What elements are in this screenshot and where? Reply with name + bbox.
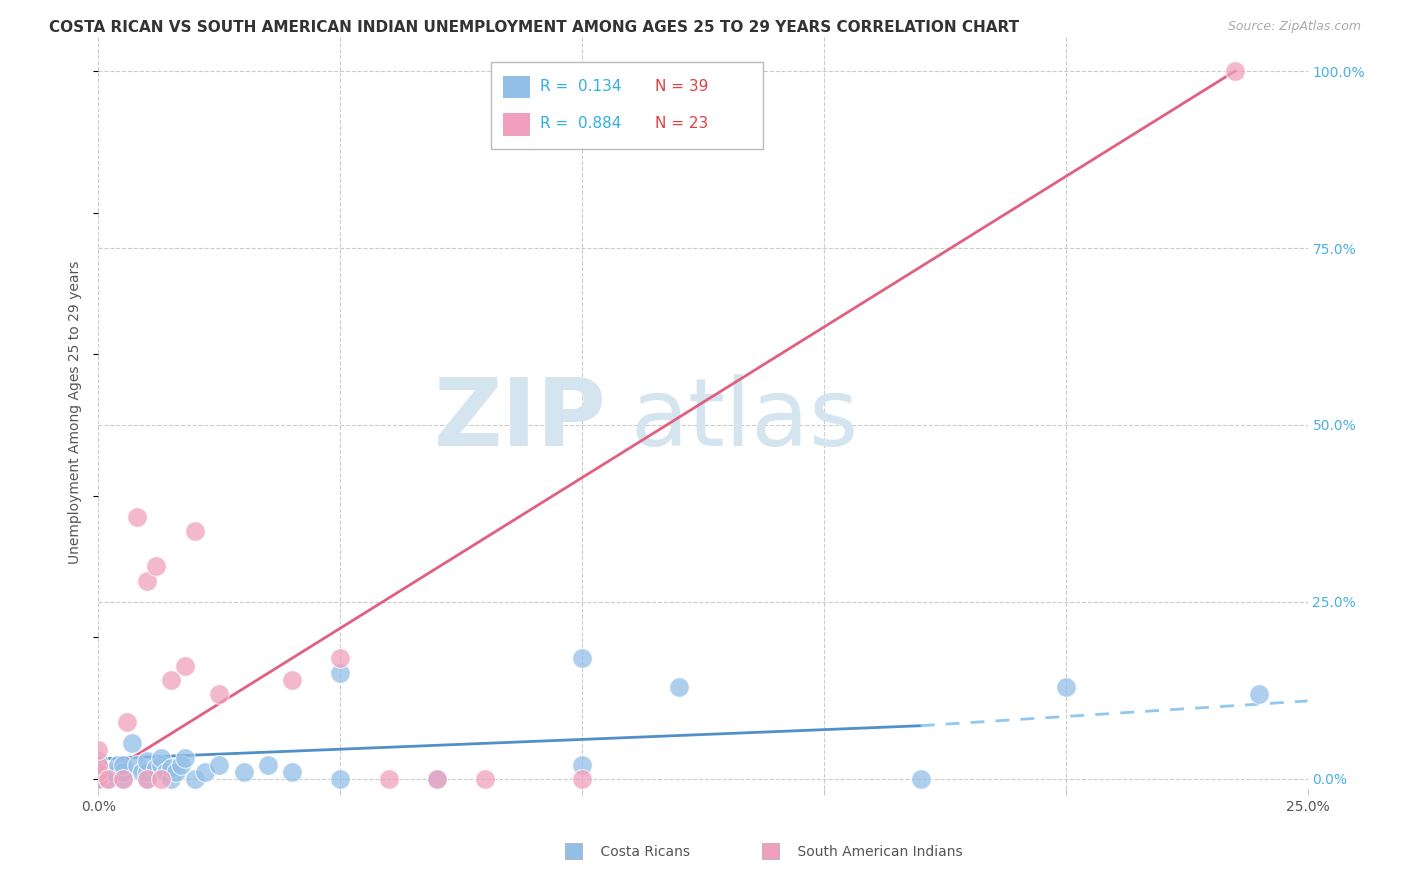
Point <box>377 772 399 786</box>
Point <box>426 772 449 786</box>
Point <box>668 680 690 694</box>
Point <box>87 764 110 779</box>
Point <box>131 764 153 779</box>
Point <box>87 764 110 779</box>
Point <box>150 772 173 786</box>
Point <box>329 651 352 665</box>
Point <box>571 772 593 786</box>
Point <box>135 772 157 786</box>
Point <box>87 772 110 786</box>
Point <box>160 761 183 775</box>
Point <box>111 764 134 779</box>
Text: South American Indians: South American Indians <box>780 845 963 859</box>
Point <box>111 772 134 786</box>
Point <box>97 772 120 786</box>
Point <box>169 757 191 772</box>
Bar <box>565 843 582 859</box>
Point <box>329 772 352 786</box>
Point <box>184 772 207 786</box>
Point <box>87 743 110 757</box>
Text: N = 23: N = 23 <box>655 116 707 131</box>
Point <box>1054 680 1077 694</box>
Point <box>107 757 129 772</box>
Point <box>87 754 110 768</box>
Point <box>165 764 187 779</box>
Point <box>135 764 157 779</box>
Point <box>160 673 183 687</box>
Point <box>117 715 139 730</box>
Point <box>256 757 278 772</box>
Point <box>127 510 149 524</box>
Point <box>155 764 177 779</box>
Point <box>426 772 449 786</box>
FancyBboxPatch shape <box>492 62 763 149</box>
Text: N = 39: N = 39 <box>655 78 709 94</box>
Point <box>174 750 197 764</box>
Point <box>87 772 110 786</box>
Point <box>145 761 167 775</box>
Point <box>208 757 231 772</box>
Point <box>150 750 173 764</box>
Text: R =  0.134: R = 0.134 <box>540 78 621 94</box>
Text: Source: ZipAtlas.com: Source: ZipAtlas.com <box>1227 20 1361 33</box>
Point <box>101 764 124 779</box>
Point <box>329 665 352 680</box>
Point <box>281 764 304 779</box>
Point <box>232 764 254 779</box>
Point <box>194 764 217 779</box>
Point <box>1249 687 1271 701</box>
Point <box>160 772 183 786</box>
Y-axis label: Unemployment Among Ages 25 to 29 years: Unemployment Among Ages 25 to 29 years <box>69 260 83 565</box>
Point <box>111 772 134 786</box>
Text: atlas: atlas <box>630 374 859 467</box>
Point <box>174 658 197 673</box>
Point <box>281 673 304 687</box>
Text: Costa Ricans: Costa Ricans <box>583 845 690 859</box>
Point <box>121 736 143 750</box>
Point <box>1223 64 1246 78</box>
Point <box>571 757 593 772</box>
Point <box>571 651 593 665</box>
Point <box>474 772 496 786</box>
Point <box>135 754 157 768</box>
Point <box>127 757 149 772</box>
Point <box>135 574 157 588</box>
Point <box>184 524 207 538</box>
Text: ZIP: ZIP <box>433 374 606 467</box>
Point <box>910 772 932 786</box>
Bar <box>503 113 530 136</box>
Text: R =  0.884: R = 0.884 <box>540 116 621 131</box>
Bar <box>762 843 779 859</box>
Point <box>87 757 110 772</box>
Point <box>150 757 173 772</box>
Bar <box>503 76 530 98</box>
Point <box>135 772 157 786</box>
Point <box>97 772 120 786</box>
Point <box>145 559 167 574</box>
Text: COSTA RICAN VS SOUTH AMERICAN INDIAN UNEMPLOYMENT AMONG AGES 25 TO 29 YEARS CORR: COSTA RICAN VS SOUTH AMERICAN INDIAN UNE… <box>49 20 1019 35</box>
Point <box>208 687 231 701</box>
Point <box>111 757 134 772</box>
